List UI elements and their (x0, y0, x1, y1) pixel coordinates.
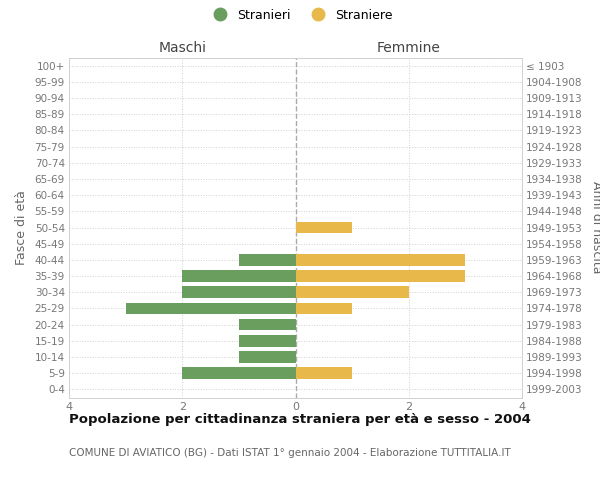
Legend: Stranieri, Straniere: Stranieri, Straniere (205, 6, 395, 24)
Bar (182, 368, 296, 379)
Bar (296, 222, 352, 234)
Bar (296, 302, 352, 314)
Bar (296, 368, 352, 379)
Bar (239, 319, 296, 330)
Text: COMUNE DI AVIATICO (BG) - Dati ISTAT 1° gennaio 2004 - Elaborazione TUTTITALIA.I: COMUNE DI AVIATICO (BG) - Dati ISTAT 1° … (69, 448, 511, 458)
Text: Maschi: Maschi (158, 41, 206, 55)
Bar (239, 335, 296, 346)
Bar (182, 270, 296, 282)
Bar (125, 302, 296, 314)
Bar (296, 270, 466, 282)
Bar (296, 286, 409, 298)
Text: Popolazione per cittadinanza straniera per età e sesso - 2004: Popolazione per cittadinanza straniera p… (69, 412, 531, 426)
Y-axis label: Anni di nascita: Anni di nascita (590, 181, 600, 274)
Text: Femmine: Femmine (377, 41, 440, 55)
Bar (239, 254, 296, 266)
Bar (296, 254, 466, 266)
Y-axis label: Fasce di età: Fasce di età (14, 190, 28, 265)
Bar (239, 351, 296, 363)
Bar (182, 286, 296, 298)
